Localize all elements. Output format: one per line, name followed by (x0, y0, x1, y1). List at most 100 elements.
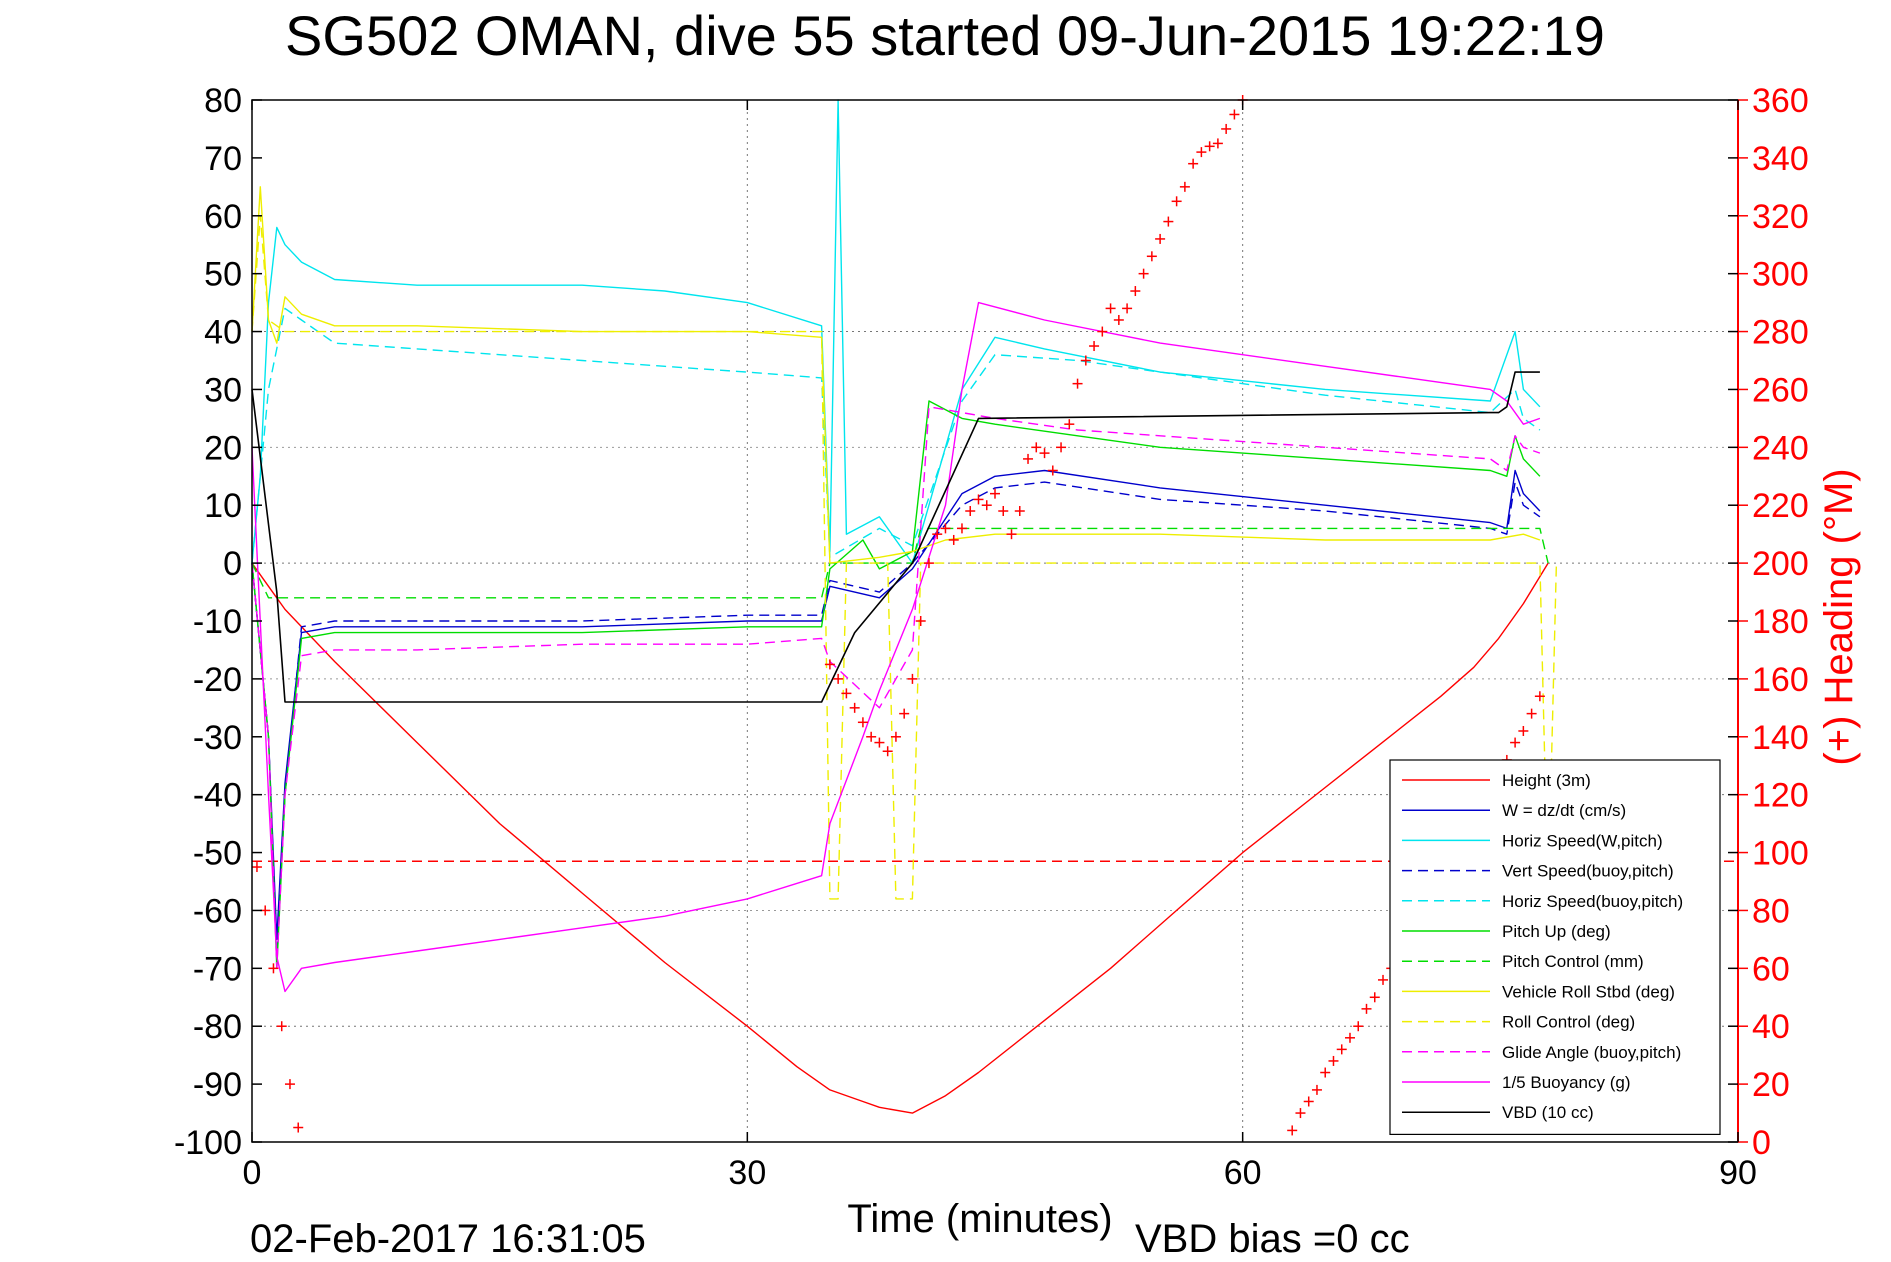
heading-point (998, 506, 1009, 517)
heading-point (293, 1122, 304, 1133)
heading-point (1138, 268, 1149, 279)
y-tick-label: -50 (193, 835, 242, 873)
x-tick-label: 30 (728, 1154, 766, 1192)
right-tick-label: 140 (1752, 719, 1809, 757)
heading-point (1303, 1096, 1314, 1107)
y-tick-label: -20 (193, 661, 242, 699)
heading-point (1056, 442, 1067, 453)
y-tick-label: 50 (204, 256, 242, 294)
y-tick-label: -10 (193, 603, 242, 641)
heading-point (915, 616, 926, 626)
x-axis-label: Time (minutes) (847, 1197, 1112, 1241)
x-axis-ticks: 0 30 60 90 (243, 100, 1757, 1192)
right-tick-label: 160 (1752, 661, 1809, 699)
y-tick-label: 30 (204, 371, 242, 409)
heading-point (874, 737, 885, 748)
y-tick-label: -30 (193, 719, 242, 757)
series-line-1 (251, 469, 1541, 941)
legend-entry: Height (3m) (1502, 771, 1591, 790)
y-tick-label: 40 (204, 314, 242, 352)
heading-point (1526, 708, 1537, 719)
heading-point (956, 523, 967, 534)
heading-point (1320, 1067, 1331, 1078)
series-line-3 (251, 481, 1541, 958)
heading-point (849, 702, 860, 713)
right-tick-label: 200 (1752, 545, 1809, 583)
y-tick-label: 60 (204, 198, 242, 236)
right-tick-label: 280 (1752, 314, 1809, 352)
y-tick-label: -40 (193, 777, 242, 815)
heading-point (1518, 725, 1529, 736)
series-line-10 (251, 301, 1541, 993)
right-tick-label: 180 (1752, 603, 1809, 641)
right-axis-ticks: 3603403203002802602402202001801601401201… (1738, 82, 1809, 1162)
x-tick-label: 0 (243, 1154, 262, 1192)
series-line-0 (251, 562, 1549, 1114)
heading-point (965, 506, 976, 517)
heading-point (1130, 286, 1141, 297)
heading-point (1534, 691, 1545, 702)
series-line-9 (251, 406, 1541, 969)
heading-point (824, 659, 835, 670)
heading-point (1006, 529, 1017, 540)
legend-entry: Horiz Speed(W,pitch) (1502, 831, 1663, 850)
right-tick-label: 100 (1752, 835, 1809, 873)
heading-point (833, 673, 844, 684)
heading-point (1064, 419, 1075, 430)
right-axis-label: (+) Heading (°M) (1817, 468, 1861, 765)
right-tick-label: 360 (1752, 82, 1809, 120)
heading-point (1336, 1044, 1347, 1055)
right-tick-label: 260 (1752, 371, 1809, 409)
y-tick-label: -100 (174, 1124, 242, 1162)
right-tick-label: 120 (1752, 777, 1809, 815)
legend-entry: Roll Control (deg) (1502, 1013, 1635, 1032)
legend-entry: VBD (10 cc) (1502, 1103, 1594, 1122)
heading-point (1369, 992, 1380, 1003)
series-layer (251, 99, 1738, 1114)
right-tick-label: 220 (1752, 487, 1809, 525)
heading-point (841, 688, 852, 699)
heading-point (1179, 181, 1190, 192)
heading-point (1311, 1084, 1322, 1095)
x-tick-label: 60 (1224, 1154, 1262, 1192)
heading-point (1204, 141, 1215, 152)
legend-entry: Glide Angle (buoy,pitch) (1502, 1043, 1681, 1062)
x-tick-label: 90 (1719, 1154, 1757, 1192)
left-axis-ticks: 80 70 60 50 40 30 20 10 0 -10 -20 -30 -40 -50 -60 -70 -8… (174, 82, 1738, 1162)
legend-entry: Pitch Up (deg) (1502, 922, 1611, 941)
heading-point (1105, 303, 1116, 314)
heading-point (857, 717, 868, 728)
heading-point (1295, 1108, 1306, 1119)
heading-point (948, 534, 959, 545)
heading-point (866, 731, 877, 742)
legend-entry: Horiz Speed(buoy,pitch) (1502, 892, 1683, 911)
heading-point (1089, 341, 1100, 352)
heading-point (932, 529, 943, 540)
heading-point (1113, 314, 1124, 325)
heading-point (268, 963, 279, 974)
right-tick-label: 40 (1752, 1008, 1790, 1046)
legend-entry: Vert Speed(buoy,pitch) (1502, 862, 1674, 881)
y-tick-label: -90 (193, 1066, 242, 1104)
legend-entry: Vehicle Roll Stbd (deg) (1502, 982, 1675, 1001)
heading-point (1163, 216, 1174, 227)
legend: Height (3m) W = dz/dt (cm/s) Horiz Speed(W… (1389, 759, 1721, 1135)
heading-point (1353, 1021, 1364, 1032)
heading-point (1146, 251, 1157, 262)
heading-point (1072, 378, 1083, 389)
legend-entry: W = dz/dt (cm/s) (1502, 801, 1626, 820)
heading-point (1287, 1125, 1298, 1136)
heading-point (1328, 1055, 1339, 1066)
right-tick-label: 60 (1752, 950, 1790, 988)
legend-box (1389, 759, 1721, 1135)
heading-point (1344, 1032, 1355, 1043)
right-tick-label: 80 (1752, 892, 1790, 930)
y-tick-label: -70 (193, 950, 242, 988)
y-tick-label: 10 (204, 487, 242, 525)
heading-point (1047, 465, 1058, 476)
right-tick-label: 340 (1752, 140, 1809, 178)
right-tick-label: 0 (1752, 1124, 1771, 1162)
y-tick-label: -60 (193, 892, 242, 930)
legend-entry: 1/5 Buoyancy (g) (1502, 1073, 1631, 1092)
